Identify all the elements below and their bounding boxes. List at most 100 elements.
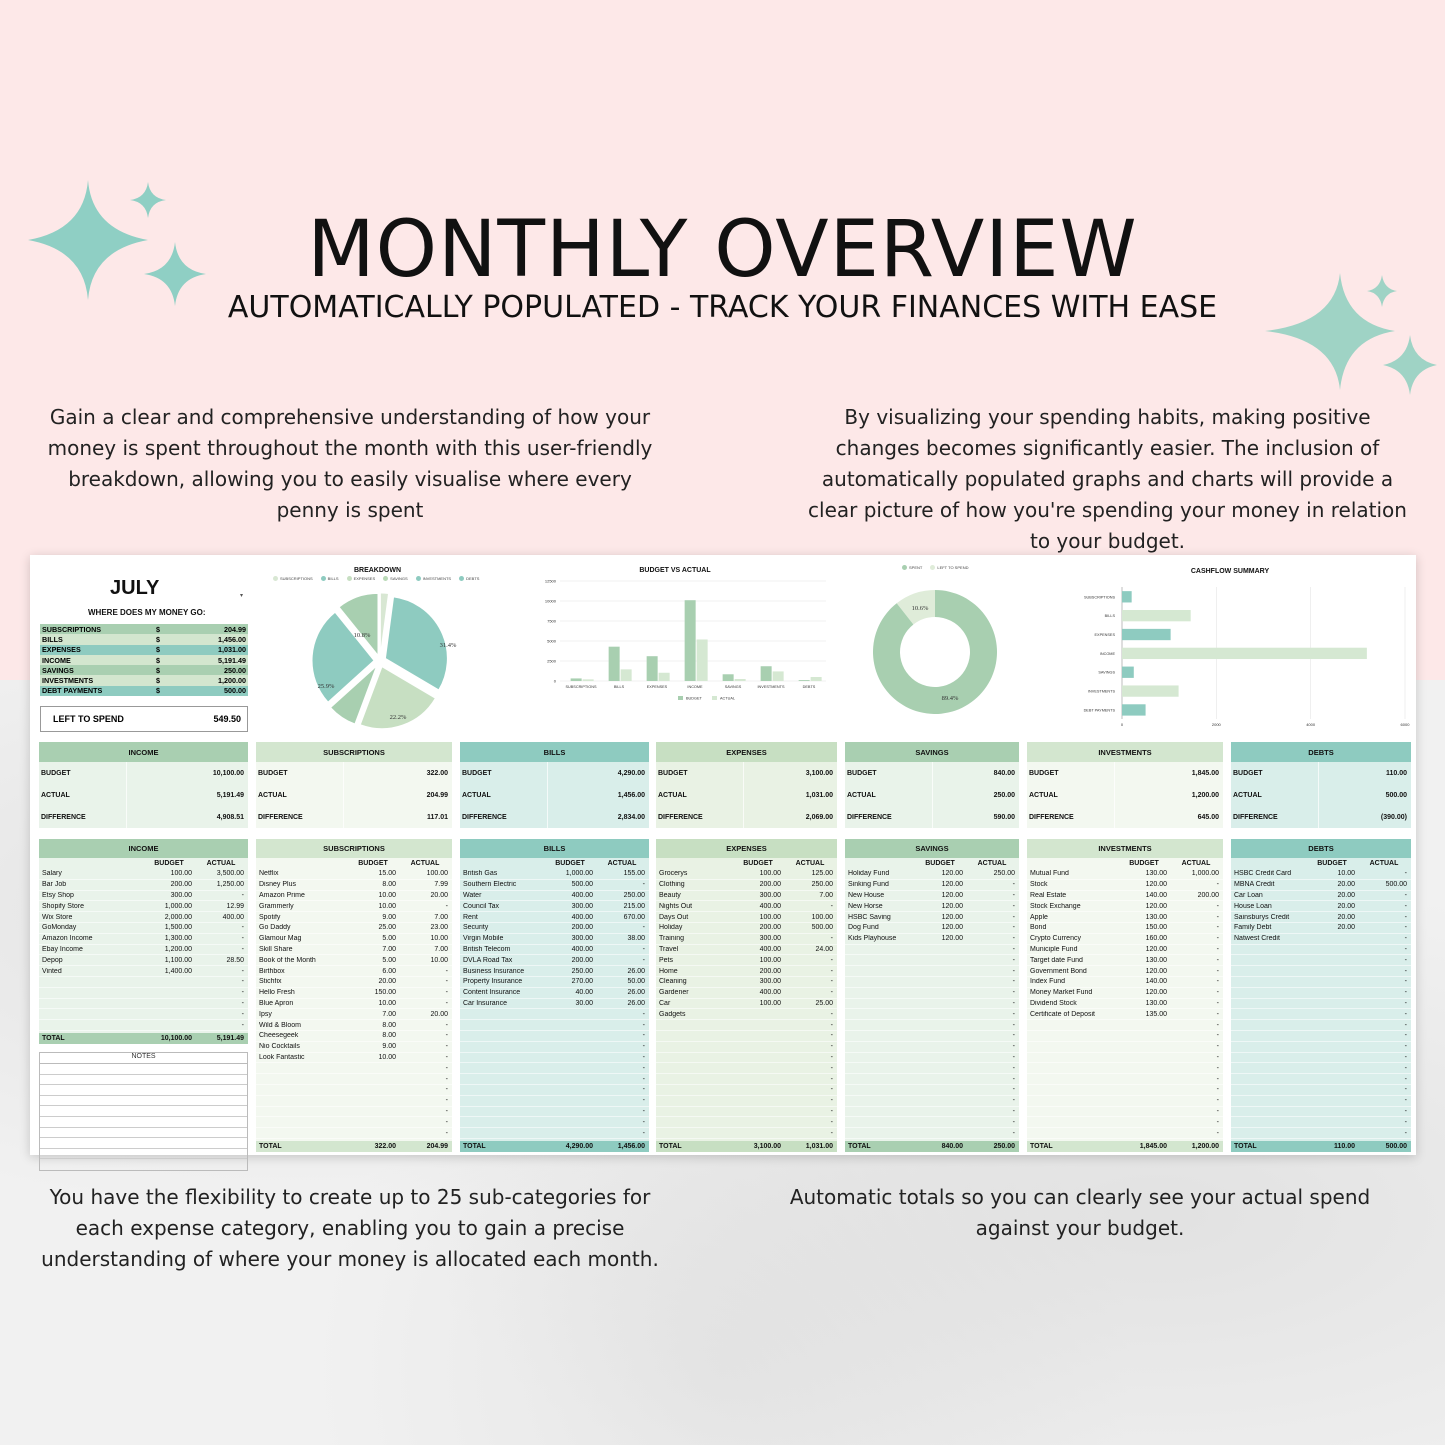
list-row[interactable]: Family Debt 20.00 - — [1231, 923, 1411, 934]
list-row[interactable]: Pets 100.00 - — [656, 955, 837, 967]
list-row[interactable]: Birthbox 6.00 - — [256, 966, 452, 977]
list-row[interactable]: - — [460, 1042, 649, 1053]
list-row[interactable]: - — [256, 1074, 452, 1085]
month-title[interactable]: JULY — [110, 577, 160, 599]
list-row[interactable]: Sainsburys Credit 20.00 - — [1231, 912, 1411, 923]
list-row[interactable]: - — [845, 1085, 1019, 1096]
list-row[interactable]: - — [1231, 1053, 1411, 1064]
list-row[interactable]: - — [656, 1128, 837, 1139]
list-row[interactable]: - — [1027, 1117, 1223, 1129]
chevron-down-icon[interactable]: ▾ — [240, 593, 244, 599]
list-row[interactable]: Blue Apron 10.00 - — [256, 999, 452, 1010]
list-row[interactable]: Amazon Income 1,300.00 - — [39, 934, 248, 945]
list-row[interactable]: - — [845, 966, 1019, 977]
list-row[interactable]: - — [1231, 1117, 1411, 1129]
list-row[interactable]: Property Insurance 270.00 50.00 — [460, 977, 649, 988]
list-row[interactable]: - — [1231, 988, 1411, 999]
list-row[interactable]: Look Fantastic 10.00 - — [256, 1053, 452, 1064]
list-row[interactable]: Bar Job 200.00 1,250.00 — [39, 880, 248, 891]
list-row[interactable]: - — [1231, 977, 1411, 988]
list-row[interactable]: - — [845, 955, 1019, 967]
list-row[interactable]: - — [1231, 966, 1411, 977]
list-row[interactable]: - — [1231, 1128, 1411, 1139]
list-row[interactable]: Money Market Fund 120.00 - — [1027, 988, 1223, 999]
list-row[interactable]: - — [656, 1074, 837, 1085]
list-row[interactable]: Depop 1,100.00 28.50 — [39, 955, 248, 967]
list-row[interactable]: Skill Share 7.00 7.00 — [256, 945, 452, 956]
list-row[interactable]: HSBC Credit Card 10.00 - — [1231, 869, 1411, 880]
list-row[interactable]: Nights Out 400.00 - — [656, 901, 837, 913]
list-row[interactable]: - — [1027, 1085, 1223, 1096]
list-row[interactable]: - — [39, 999, 248, 1010]
list-row[interactable]: Amazon Prime 10.00 20.00 — [256, 891, 452, 902]
list-row[interactable]: - — [845, 1128, 1019, 1139]
list-row[interactable]: - — [256, 1117, 452, 1129]
list-row[interactable]: Training 300.00 - — [656, 934, 837, 945]
list-row[interactable]: - — [1231, 1042, 1411, 1053]
list-row[interactable]: - — [460, 1096, 649, 1107]
list-row[interactable]: DVLA Road Tax 200.00 - — [460, 955, 649, 967]
list-row[interactable]: HSBC Saving 120.00 - — [845, 912, 1019, 923]
list-row[interactable]: - — [460, 1009, 649, 1021]
list-row[interactable]: - — [39, 1009, 248, 1021]
list-row[interactable]: - — [1231, 955, 1411, 967]
list-row[interactable]: Crypto Currency 160.00 - — [1027, 934, 1223, 945]
list-row[interactable]: - — [656, 1053, 837, 1064]
list-row[interactable]: - — [845, 999, 1019, 1010]
list-row[interactable]: - — [460, 1063, 649, 1075]
list-row[interactable]: - — [845, 1031, 1019, 1042]
list-row[interactable]: - — [1027, 1020, 1223, 1031]
list-row[interactable]: - — [256, 1107, 452, 1118]
list-row[interactable]: - — [1231, 1107, 1411, 1118]
list-row[interactable]: - — [1231, 1074, 1411, 1085]
list-row[interactable]: Car Insurance 30.00 26.00 — [460, 999, 649, 1010]
list-row[interactable]: British Gas 1,000.00 155.00 — [460, 869, 649, 880]
list-row[interactable]: - — [1231, 1063, 1411, 1075]
list-row[interactable]: - — [39, 988, 248, 999]
list-row[interactable]: Gadgets - — [656, 1009, 837, 1021]
list-row[interactable]: Holiday 200.00 500.00 — [656, 923, 837, 934]
list-row[interactable]: - — [845, 1117, 1019, 1129]
list-row[interactable]: - — [39, 977, 248, 988]
list-row[interactable]: - — [256, 1063, 452, 1075]
list-row[interactable]: Index Fund 140.00 - — [1027, 977, 1223, 988]
list-row[interactable]: - — [1231, 945, 1411, 956]
list-row[interactable]: House Loan 20.00 - — [1231, 901, 1411, 913]
list-row[interactable]: Certificate of Deposit 135.00 - — [1027, 1009, 1223, 1021]
list-row[interactable]: Apple 130.00 - — [1027, 912, 1223, 923]
list-row[interactable]: - — [845, 1020, 1019, 1031]
list-row[interactable]: Etsy Shop 300.00 - — [39, 891, 248, 902]
list-row[interactable]: - — [460, 1074, 649, 1085]
list-row[interactable]: Sinking Fund 120.00 - — [845, 880, 1019, 891]
list-row[interactable]: - — [1027, 1042, 1223, 1053]
list-row[interactable]: - — [256, 1128, 452, 1139]
list-row[interactable]: - — [1027, 1128, 1223, 1139]
list-row[interactable]: Southern Electric 500.00 - — [460, 880, 649, 891]
list-row[interactable]: - — [460, 1053, 649, 1064]
list-row[interactable]: Virgin Mobile 300.00 38.00 — [460, 934, 649, 945]
list-row[interactable]: Ipsy 7.00 20.00 — [256, 1009, 452, 1021]
list-row[interactable]: MBNA Credit 20.00 500.00 — [1231, 880, 1411, 891]
list-row[interactable]: - — [460, 1107, 649, 1118]
list-row[interactable]: - — [845, 945, 1019, 956]
list-row[interactable]: Wix Store 2,000.00 400.00 — [39, 912, 248, 923]
list-row[interactable]: Stock 120.00 - — [1027, 880, 1223, 891]
list-row[interactable]: - — [1027, 1031, 1223, 1042]
list-row[interactable]: Bond 150.00 - — [1027, 923, 1223, 934]
list-row[interactable]: - — [656, 1107, 837, 1118]
list-row[interactable]: Grocerys 100.00 125.00 — [656, 869, 837, 880]
list-row[interactable]: - — [656, 1117, 837, 1129]
list-row[interactable]: - — [39, 1020, 248, 1031]
list-row[interactable]: - — [656, 1085, 837, 1096]
notes-box[interactable]: NOTES — [39, 1052, 248, 1171]
list-row[interactable]: - — [460, 1031, 649, 1042]
list-row[interactable]: - — [460, 1128, 649, 1139]
list-row[interactable]: Disney Plus 8.00 7.99 — [256, 880, 452, 891]
list-row[interactable]: Wild & Bloom 8.00 - — [256, 1020, 452, 1031]
list-row[interactable]: - — [845, 1009, 1019, 1021]
list-row[interactable]: GoMonday 1,500.00 - — [39, 923, 248, 934]
list-row[interactable]: Security 200.00 - — [460, 923, 649, 934]
list-row[interactable]: Hello Fresh 150.00 - — [256, 988, 452, 999]
list-row[interactable]: Glamour Mag 5.00 10.00 — [256, 934, 452, 945]
list-row[interactable]: - — [845, 988, 1019, 999]
